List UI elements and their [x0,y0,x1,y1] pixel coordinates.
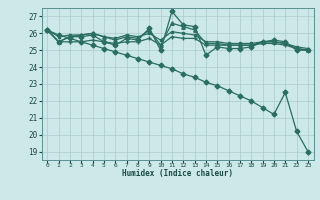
X-axis label: Humidex (Indice chaleur): Humidex (Indice chaleur) [122,169,233,178]
